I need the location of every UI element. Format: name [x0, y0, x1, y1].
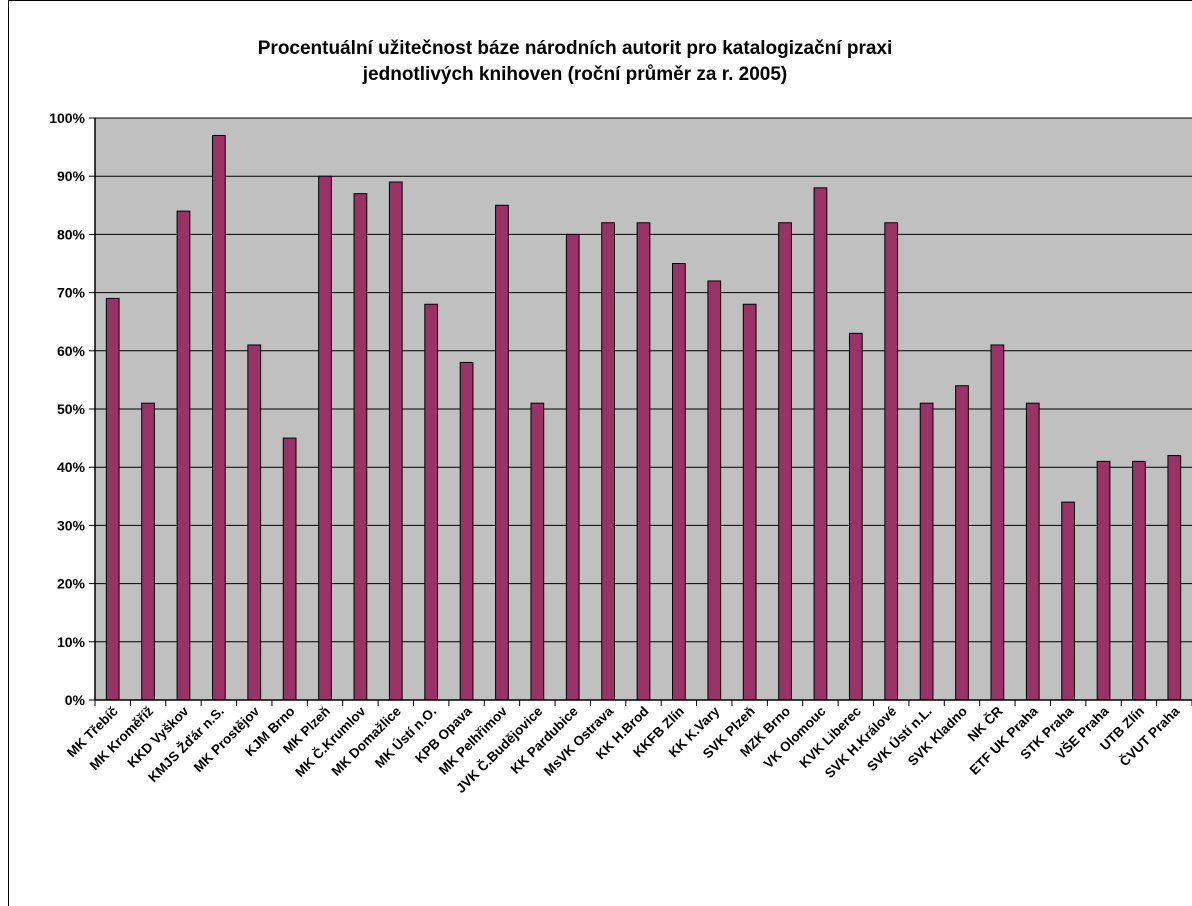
bar [990, 344, 1005, 701]
y-tick-label: 90% [57, 168, 86, 184]
bar [176, 210, 191, 701]
bar [211, 134, 226, 701]
bar [353, 193, 368, 701]
bar [636, 222, 651, 701]
bar [459, 361, 474, 701]
bar [282, 437, 297, 701]
plot-area: 0%10%20%30%40%50%60%70%80%90%100%MK Třeb… [49, 110, 1192, 796]
bar [1025, 402, 1040, 701]
bar [530, 402, 545, 701]
bar [919, 402, 934, 701]
y-tick-label: 10% [57, 634, 86, 650]
bar [601, 222, 615, 701]
bar [105, 297, 120, 701]
bar [707, 280, 722, 701]
chart-title-line-1: Procentuální užitečnost báze národních a… [258, 38, 893, 59]
bar [388, 181, 403, 701]
y-tick-label: 60% [57, 343, 86, 359]
bar [1061, 501, 1076, 701]
bar [141, 402, 155, 701]
bar [848, 332, 863, 701]
chart-frame [8, 0, 1192, 906]
bar [424, 303, 439, 701]
y-tick-label: 20% [57, 576, 86, 592]
bar [1096, 460, 1111, 701]
chart-title-line-2: jednotlivých knihoven (roční průměr za r… [362, 64, 787, 85]
bar [247, 344, 262, 701]
bar [1167, 455, 1182, 701]
y-tick-label: 50% [57, 401, 86, 417]
bar [884, 222, 899, 701]
bar [778, 222, 792, 701]
bar [955, 385, 969, 701]
y-tick-label: 0% [65, 692, 86, 708]
bar [1132, 460, 1146, 701]
bar [495, 204, 509, 701]
y-tick-label: 100% [49, 110, 85, 126]
y-tick-label: 30% [57, 517, 86, 533]
bar [565, 233, 580, 701]
bar [742, 303, 757, 701]
bar [672, 263, 686, 701]
bar [318, 175, 332, 701]
bar [813, 187, 828, 701]
y-tick-label: 70% [57, 285, 86, 301]
y-tick-label: 80% [57, 226, 86, 242]
y-tick-label: 40% [57, 459, 86, 475]
